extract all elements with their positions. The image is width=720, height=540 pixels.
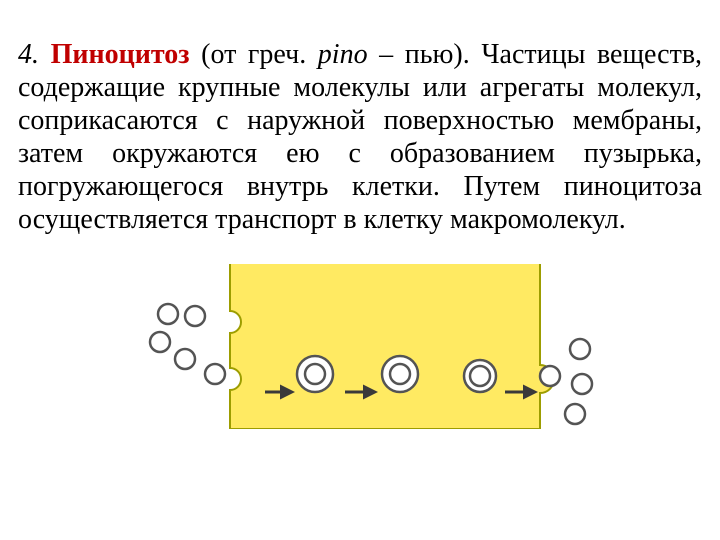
list-number: 4. — [18, 39, 39, 70]
body-paragraph: 4. Пиноцитоз (от греч. pino – пью). Част… — [18, 38, 702, 236]
text-after-term: (от греч. — [201, 39, 318, 70]
term-pinocytosis: Пиноцитоз — [51, 39, 190, 70]
greek-etymon: pino — [318, 39, 368, 70]
pinocytosis-diagram — [120, 264, 600, 434]
